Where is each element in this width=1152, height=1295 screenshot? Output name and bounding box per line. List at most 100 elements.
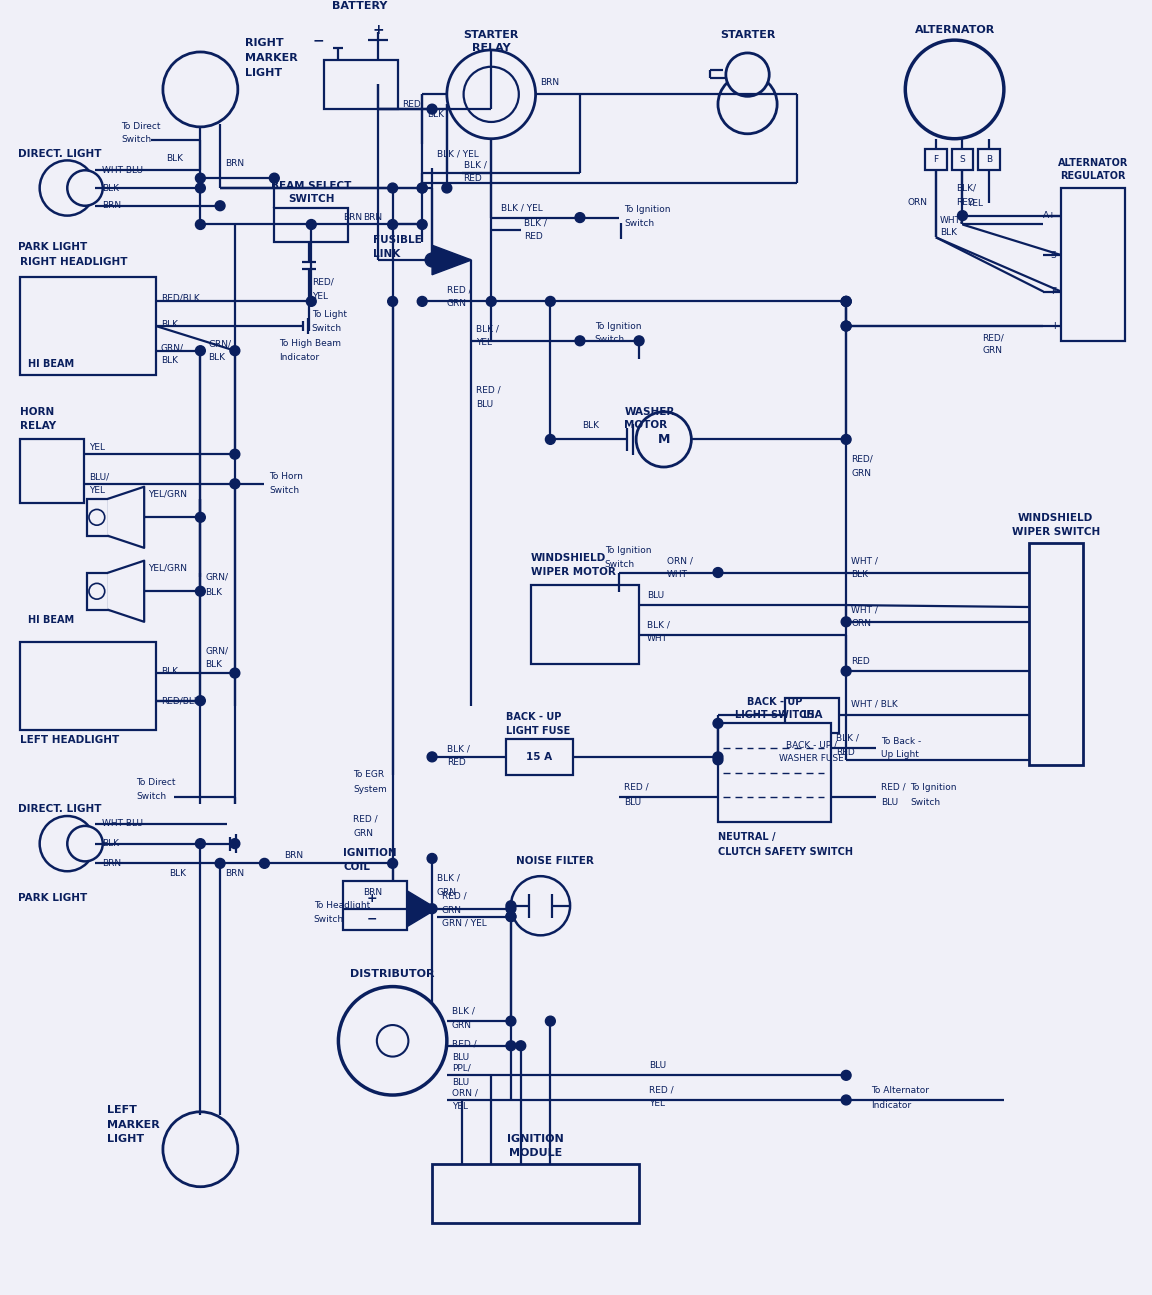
Circle shape bbox=[713, 752, 723, 761]
Text: BLK: BLK bbox=[209, 354, 226, 363]
Circle shape bbox=[427, 752, 437, 761]
Circle shape bbox=[636, 412, 691, 467]
Text: CLUTCH SAFETY SWITCH: CLUTCH SAFETY SWITCH bbox=[718, 847, 852, 856]
Text: −: − bbox=[313, 34, 325, 47]
Circle shape bbox=[417, 297, 427, 307]
Text: 15A: 15A bbox=[801, 711, 823, 720]
Text: BLU: BLU bbox=[624, 798, 642, 807]
Text: To Ignition: To Ignition bbox=[624, 205, 670, 214]
Text: RED /: RED / bbox=[452, 1040, 477, 1048]
Text: To Light: To Light bbox=[312, 310, 347, 319]
Circle shape bbox=[388, 220, 397, 229]
Circle shape bbox=[388, 183, 397, 193]
Text: LEFT: LEFT bbox=[107, 1105, 137, 1115]
Text: RED/BLK: RED/BLK bbox=[161, 697, 199, 706]
Text: BLU: BLU bbox=[880, 798, 897, 807]
Text: LIGHT FUSE: LIGHT FUSE bbox=[506, 726, 570, 737]
Text: BLU: BLU bbox=[452, 1077, 469, 1087]
Polygon shape bbox=[432, 245, 471, 275]
Text: RED /: RED / bbox=[649, 1085, 674, 1094]
Text: LINK: LINK bbox=[373, 249, 400, 259]
Text: YEL/GRN: YEL/GRN bbox=[149, 490, 187, 499]
Circle shape bbox=[486, 297, 497, 307]
Text: To Ignition: To Ignition bbox=[605, 546, 651, 556]
Text: WIPER MOTOR: WIPER MOTOR bbox=[531, 566, 615, 576]
Text: To Headlight: To Headlight bbox=[313, 901, 370, 910]
Circle shape bbox=[841, 1071, 851, 1080]
Circle shape bbox=[447, 51, 536, 139]
Text: Switch: Switch bbox=[270, 486, 300, 495]
Text: IGNITION: IGNITION bbox=[507, 1134, 564, 1145]
Text: YEL: YEL bbox=[89, 443, 105, 452]
Circle shape bbox=[306, 297, 316, 307]
Text: RED /: RED / bbox=[477, 386, 501, 395]
Text: Switch: Switch bbox=[594, 335, 624, 344]
Text: PARK LIGHT: PARK LIGHT bbox=[18, 242, 88, 253]
Circle shape bbox=[726, 53, 770, 96]
Text: BRN: BRN bbox=[540, 78, 560, 87]
Text: STARTER: STARTER bbox=[720, 30, 775, 40]
Text: BLK /: BLK / bbox=[836, 734, 859, 742]
Text: BRN: BRN bbox=[363, 888, 382, 897]
Text: To Horn: To Horn bbox=[270, 473, 303, 482]
Circle shape bbox=[388, 859, 397, 868]
Text: I: I bbox=[1054, 321, 1056, 330]
Circle shape bbox=[427, 104, 437, 114]
Text: BRN: BRN bbox=[101, 201, 121, 210]
Text: BLU: BLU bbox=[452, 1053, 469, 1062]
Circle shape bbox=[545, 435, 555, 444]
Circle shape bbox=[417, 183, 427, 193]
Text: ORN /: ORN / bbox=[667, 556, 692, 565]
Text: BLK: BLK bbox=[205, 659, 222, 668]
Text: WHT BLU: WHT BLU bbox=[101, 166, 143, 175]
Circle shape bbox=[230, 668, 240, 679]
Circle shape bbox=[506, 904, 516, 914]
Text: BLK: BLK bbox=[851, 570, 869, 579]
Text: BLU: BLU bbox=[649, 1061, 666, 1070]
Text: RED/: RED/ bbox=[312, 277, 334, 286]
Text: HI BEAM: HI BEAM bbox=[28, 359, 74, 369]
Circle shape bbox=[196, 587, 205, 596]
Circle shape bbox=[39, 161, 94, 215]
Circle shape bbox=[162, 52, 237, 127]
Text: WINDSHIELD: WINDSHIELD bbox=[1018, 513, 1093, 523]
Text: RED /: RED / bbox=[447, 285, 471, 294]
Text: BRN: BRN bbox=[363, 214, 382, 221]
Text: To Back -: To Back - bbox=[880, 737, 920, 746]
Text: LEFT HEADLIGHT: LEFT HEADLIGHT bbox=[20, 736, 119, 745]
Text: B: B bbox=[986, 155, 992, 164]
Text: WHT /: WHT / bbox=[851, 556, 878, 565]
Text: RED /: RED / bbox=[354, 815, 378, 824]
Text: LIGHT: LIGHT bbox=[107, 1134, 144, 1145]
Bar bbox=[718, 724, 832, 822]
Text: MARKER: MARKER bbox=[244, 53, 297, 63]
Text: BLK /: BLK / bbox=[477, 325, 499, 334]
Text: WIPER SWITCH: WIPER SWITCH bbox=[1011, 527, 1100, 537]
Circle shape bbox=[39, 816, 94, 872]
Text: F: F bbox=[933, 155, 939, 164]
Text: RIGHT HEADLIGHT: RIGHT HEADLIGHT bbox=[20, 256, 128, 267]
Circle shape bbox=[67, 170, 103, 206]
Text: A+: A+ bbox=[1043, 211, 1056, 220]
Text: WINDSHIELD: WINDSHIELD bbox=[531, 553, 606, 563]
Text: BLK: BLK bbox=[161, 320, 177, 329]
Text: BLK: BLK bbox=[166, 154, 183, 163]
Circle shape bbox=[89, 583, 105, 600]
Text: RED/: RED/ bbox=[851, 455, 873, 464]
Text: PPL/: PPL/ bbox=[452, 1064, 470, 1074]
Circle shape bbox=[713, 719, 723, 728]
Bar bbox=[925, 149, 947, 170]
Circle shape bbox=[516, 1041, 525, 1050]
Circle shape bbox=[463, 67, 518, 122]
Circle shape bbox=[196, 174, 205, 183]
Text: WHT: WHT bbox=[667, 570, 688, 579]
Text: ORN /: ORN / bbox=[452, 1089, 478, 1098]
Text: IGNITION: IGNITION bbox=[343, 848, 397, 859]
Text: YEL: YEL bbox=[649, 1099, 665, 1109]
Bar bbox=[20, 641, 156, 730]
Circle shape bbox=[215, 201, 225, 211]
Text: BACK - UP /: BACK - UP / bbox=[786, 741, 838, 750]
Circle shape bbox=[425, 253, 439, 267]
Bar bbox=[20, 277, 156, 376]
Circle shape bbox=[196, 513, 205, 522]
